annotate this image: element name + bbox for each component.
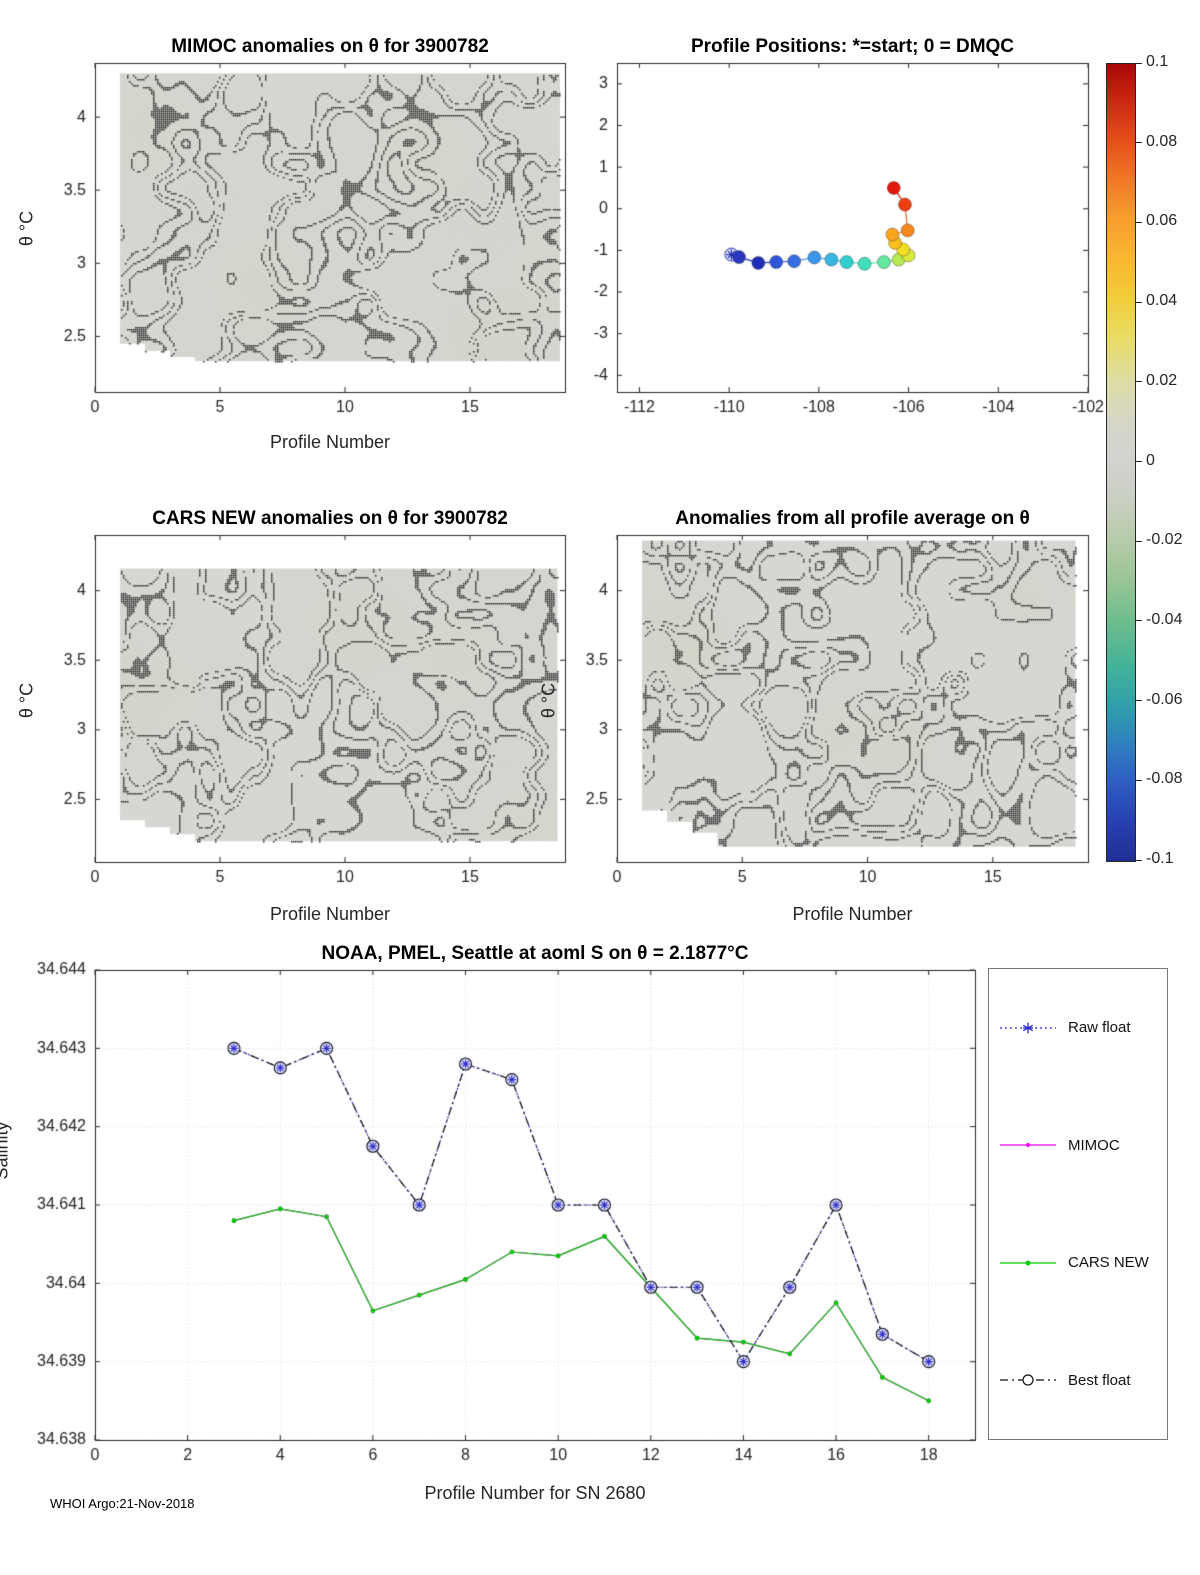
y-axis-label-salinity: Salinity xyxy=(0,1121,12,1180)
x-axis-label-allprofile: Profile Number xyxy=(792,904,913,924)
colorbar-tick-label: -0.08 xyxy=(1146,770,1183,788)
colorbar-tick-label: -0.02 xyxy=(1146,531,1183,549)
colorbar-tick-label: -0.06 xyxy=(1146,690,1183,708)
plot-allprofile-anomalies: Anomalies from all profile average on θ … xyxy=(539,500,1110,940)
legend-label-best-float: Best float xyxy=(1068,1371,1131,1389)
colorbar-tick-mark xyxy=(1136,142,1142,144)
salinity-series-canvas xyxy=(20,935,980,1475)
legend-item-mimoc: MIMOC xyxy=(989,1135,1167,1155)
cars-new-line-sample xyxy=(1000,1260,1056,1266)
colorbar-gradient xyxy=(1106,63,1136,862)
plot-mimoc-anomalies: MIMOC anomalies on θ for 3900782 Profile… xyxy=(17,28,590,468)
plot-profile-positions: Profile Positions: *=start; 0 = DMQC xyxy=(580,28,1110,468)
legend-box: Raw float MIMOC CARS NEW Best float xyxy=(988,968,1168,1440)
colorbar-tick-mark xyxy=(1136,461,1142,462)
colorbar-tick-label: 0.06 xyxy=(1146,212,1178,230)
plot-title-mimoc: MIMOC anomalies on θ for 3900782 xyxy=(171,36,489,57)
colorbar-tick-mark xyxy=(1136,859,1142,861)
colorbar-tick-label: -0.1 xyxy=(1146,850,1174,867)
colorbar: 0.1 0.08 0.06 0.04 0.02 0 -0.02 -0.04 -0.06 -0.08… xyxy=(1106,53,1200,867)
plot-title-trajectory: Profile Positions: *=start; 0 = DMQC xyxy=(690,36,1015,57)
colorbar-tick-mark xyxy=(1136,620,1142,622)
plot-salinity-series: NOAA, PMEL, Seattle at aoml S on θ = 2.1… xyxy=(0,935,980,1515)
cars-contour-canvas xyxy=(40,500,590,940)
plot-cars-anomalies: CARS NEW anomalies on θ for 3900782 Prof… xyxy=(17,500,590,940)
colorbar-tick-label: 0.04 xyxy=(1146,292,1178,310)
colorbar-tick-label: 0.08 xyxy=(1146,132,1178,150)
colorbar-tick-mark xyxy=(1136,779,1142,781)
x-axis-label-mimoc: Profile Number xyxy=(269,432,391,452)
colorbar-tick-mark xyxy=(1136,381,1142,383)
legend-item-best-float: Best float xyxy=(989,1370,1167,1390)
legend-label-raw-float: Raw float xyxy=(1068,1019,1131,1037)
legend-item-raw-float: Raw float xyxy=(989,1018,1167,1038)
legend-label-cars-new: CARS NEW xyxy=(1068,1254,1149,1272)
figure-footer-text: WHOI Argo:21-Nov-2018 xyxy=(50,1496,195,1511)
colorbar-tick-label: 0.1 xyxy=(1146,53,1169,70)
plot-title-salinity: NOAA, PMEL, Seattle at aoml S on θ = 2.1… xyxy=(321,943,749,964)
raw-float-line-sample xyxy=(1000,1022,1056,1034)
legend-label-mimoc: MIMOC xyxy=(1068,1136,1120,1154)
trajectory-canvas xyxy=(580,28,1110,468)
x-axis-label-cars: Profile Number xyxy=(269,904,391,924)
colorbar-tick-mark xyxy=(1136,700,1142,702)
y-axis-label-allprofile: θ °C xyxy=(538,682,559,719)
mimoc-line-sample xyxy=(1000,1143,1056,1148)
colorbar-tick-mark xyxy=(1136,301,1142,303)
x-axis-label-salinity: Profile Number for SN 2680 xyxy=(424,1483,646,1503)
allprofile-contour-canvas xyxy=(580,500,1110,940)
colorbar-tick-mark xyxy=(1136,62,1142,64)
best-float-line-sample xyxy=(1000,1374,1056,1386)
colorbar-tick-label: 0.02 xyxy=(1146,371,1178,389)
y-axis-label-cars: θ °C xyxy=(16,682,37,719)
legend-item-cars-new: CARS NEW xyxy=(989,1253,1167,1273)
plot-title-allprofile: Anomalies from all profile average on θ xyxy=(675,508,1030,529)
colorbar-tick-label: -0.04 xyxy=(1146,610,1183,628)
colorbar-tick-label: 0 xyxy=(1146,451,1155,469)
y-axis-label-mimoc: θ °C xyxy=(16,210,37,247)
colorbar-tick-mark xyxy=(1136,221,1142,223)
plot-title-cars: CARS NEW anomalies on θ for 3900782 xyxy=(152,508,508,529)
mimoc-contour-canvas xyxy=(40,28,590,468)
colorbar-tick-mark xyxy=(1136,540,1142,542)
